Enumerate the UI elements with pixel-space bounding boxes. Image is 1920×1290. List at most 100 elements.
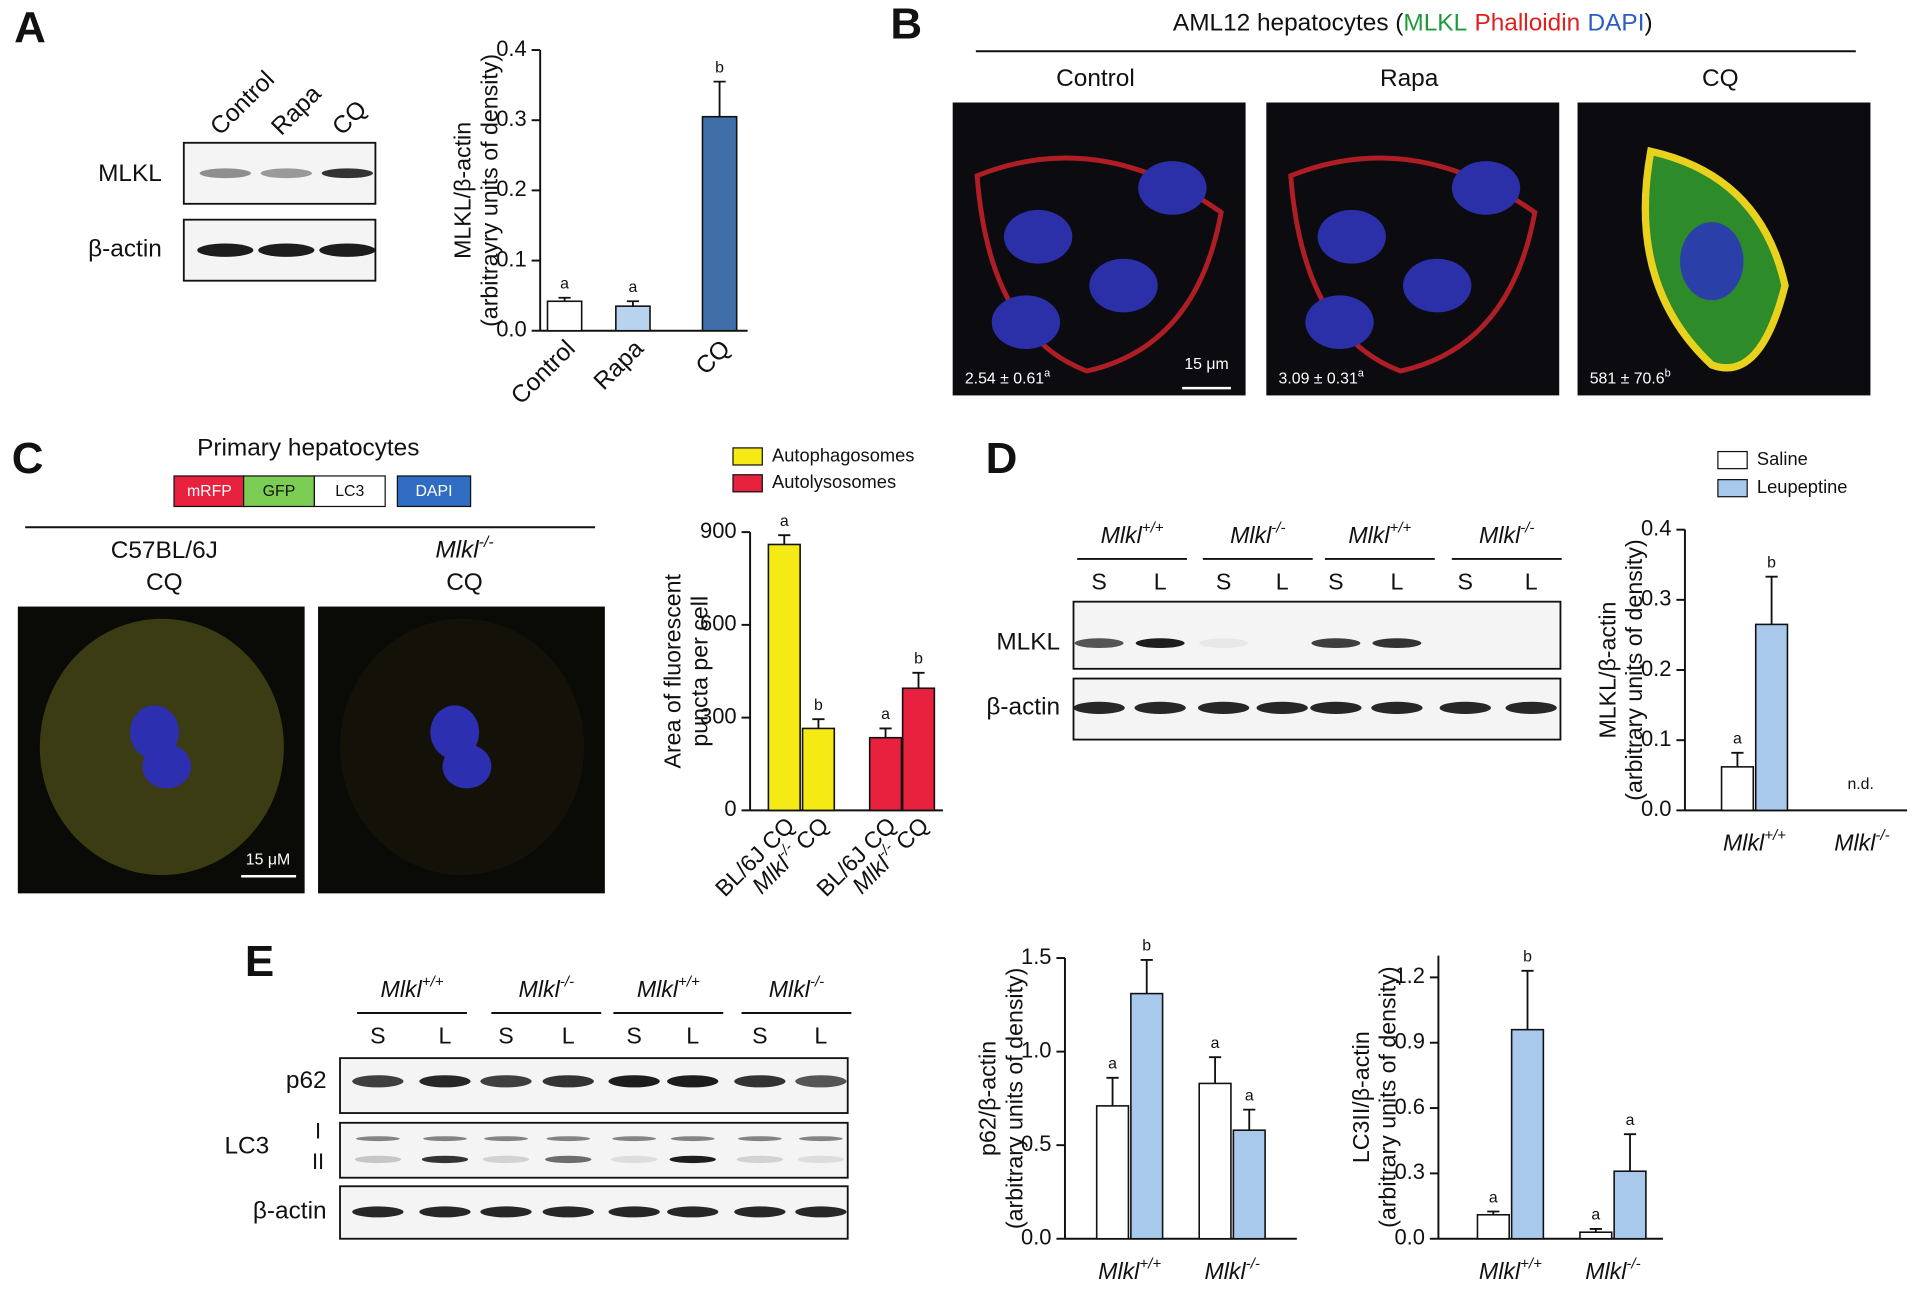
significance-letter: a: [1489, 1189, 1498, 1206]
y-tick-label: 0.1: [1641, 726, 1672, 751]
bar: [1198, 1082, 1232, 1240]
blot-band: [736, 1155, 784, 1164]
bar: [801, 727, 836, 812]
blot-band: [258, 243, 315, 257]
blot-band: [423, 1136, 467, 1142]
lane-label: L: [814, 1022, 827, 1048]
nucleus: [1138, 161, 1207, 215]
significance-letter: b: [1767, 554, 1776, 571]
blot-band: [798, 1136, 843, 1142]
y-axis-label: MLKL/β-actin: [1594, 602, 1620, 739]
blot-band: [480, 1206, 532, 1218]
nucleus: [1003, 209, 1073, 264]
panel-title: AML12 hepatocytes (MLKL Phalloidin DAPI): [1173, 10, 1653, 37]
y-tick-label: 0.3: [496, 106, 527, 131]
nucleus: [442, 744, 492, 789]
row-label: β-actin: [253, 1197, 327, 1224]
bar: [1510, 1028, 1545, 1240]
significance-letter: b: [1523, 949, 1532, 966]
genotype-label: Mlkl-/-: [769, 973, 824, 1002]
image-label: Mlkl-/-: [435, 534, 493, 564]
blot-band: [608, 1075, 660, 1088]
band-label: II: [312, 1149, 324, 1174]
x-tick-label: Mlkl+/+: [1723, 827, 1786, 856]
quantification: 3.09 ± 0.31a: [1279, 367, 1365, 387]
genotype-label: Mlkl-/-: [1230, 519, 1285, 548]
blot-band: [795, 1206, 847, 1218]
image-label: C57BL/6J: [111, 537, 218, 564]
lane-label: Control: [205, 66, 280, 141]
significance-letter: b: [914, 651, 923, 668]
blot-band: [319, 243, 376, 257]
title-part: DAPI: [1588, 10, 1645, 37]
blot-band: [667, 1206, 719, 1218]
error-bar: [626, 300, 640, 307]
image-label: Control: [1056, 65, 1135, 92]
y-tick-label: 0.2: [1641, 656, 1672, 681]
x-tick-label: Mlkl-/-: [1204, 1255, 1259, 1284]
row-label: MLKL: [98, 160, 162, 187]
lane-label: CQ: [327, 96, 372, 141]
blot-band: [1505, 701, 1557, 714]
error-bar: [1140, 958, 1153, 994]
genotype-label: Mlkl-/-: [519, 973, 574, 1002]
y-axis-label: (arbitrary units of density): [1375, 966, 1401, 1227]
genotype-label: Mlkl+/+: [1348, 519, 1411, 548]
x-tick-label: Mlkl+/+: [1098, 1255, 1161, 1284]
significance-letter: b: [715, 59, 724, 76]
y-axis-label: Area of fluorescent: [660, 573, 686, 768]
lane-label: L: [562, 1022, 575, 1048]
lane-label: L: [686, 1022, 699, 1048]
blot-band: [321, 168, 373, 179]
y-tick-label: 0.0: [496, 317, 527, 342]
y-axis-label: (arbitrary units of density): [1621, 539, 1647, 800]
blot-band: [480, 1075, 532, 1088]
y-tick-label: 0: [724, 796, 736, 821]
blot-band: [421, 1155, 469, 1164]
construct-box: [173, 475, 246, 508]
bar: [1095, 1105, 1130, 1240]
error-bar: [1487, 1210, 1500, 1215]
blot-band: [482, 1155, 530, 1164]
lane-label: L: [1390, 568, 1403, 594]
y-axis-label: MLKL/β-actin: [450, 122, 476, 259]
legend-swatch: [732, 447, 763, 466]
lane-label: L: [439, 1022, 452, 1048]
row-label: MLKL: [996, 629, 1060, 656]
blot-band: [419, 1075, 471, 1088]
genotype-label: Mlkl+/+: [381, 973, 444, 1002]
blot-band: [612, 1136, 657, 1142]
blot-band: [734, 1075, 786, 1088]
significance-letter: a: [1591, 1207, 1600, 1224]
blot-band: [542, 1206, 594, 1218]
blot-band: [352, 1206, 404, 1218]
significance-letter: a: [1626, 1112, 1635, 1129]
error-bar: [558, 296, 571, 302]
error-bar: [1765, 575, 1778, 625]
quant-letter: a: [1044, 367, 1051, 379]
y-tick-label: 0.3: [1394, 1159, 1425, 1184]
title-part: ): [1645, 10, 1653, 37]
nucleus: [1317, 209, 1386, 264]
blot-band: [484, 1136, 528, 1142]
blot-band: [1135, 638, 1185, 649]
quant-value: 2.54 ± 0.61: [965, 371, 1044, 388]
x-tick-label: Mlkl-/-: [1834, 827, 1889, 856]
construct-label: GFP: [263, 483, 296, 500]
y-axis-label: (arbitrayry units of density): [476, 54, 502, 327]
x-tick-label: Control: [506, 335, 581, 410]
blot-band: [795, 1075, 847, 1088]
nucleus: [991, 295, 1061, 350]
bar: [1754, 623, 1789, 812]
lane-label: L: [1154, 568, 1167, 594]
blot-band: [1197, 701, 1250, 714]
construct-label: LC3: [335, 483, 364, 500]
row-label: LC3: [224, 1133, 269, 1160]
title-part: AML12 hepatocytes (: [1173, 10, 1403, 37]
title-part: MLKL: [1403, 10, 1467, 37]
blot-band: [608, 1206, 660, 1218]
blot-box: [339, 1121, 849, 1179]
significance-letter: a: [1108, 1056, 1117, 1073]
blot-band: [546, 1136, 591, 1142]
y-tick-label: 0.0: [1021, 1225, 1052, 1250]
